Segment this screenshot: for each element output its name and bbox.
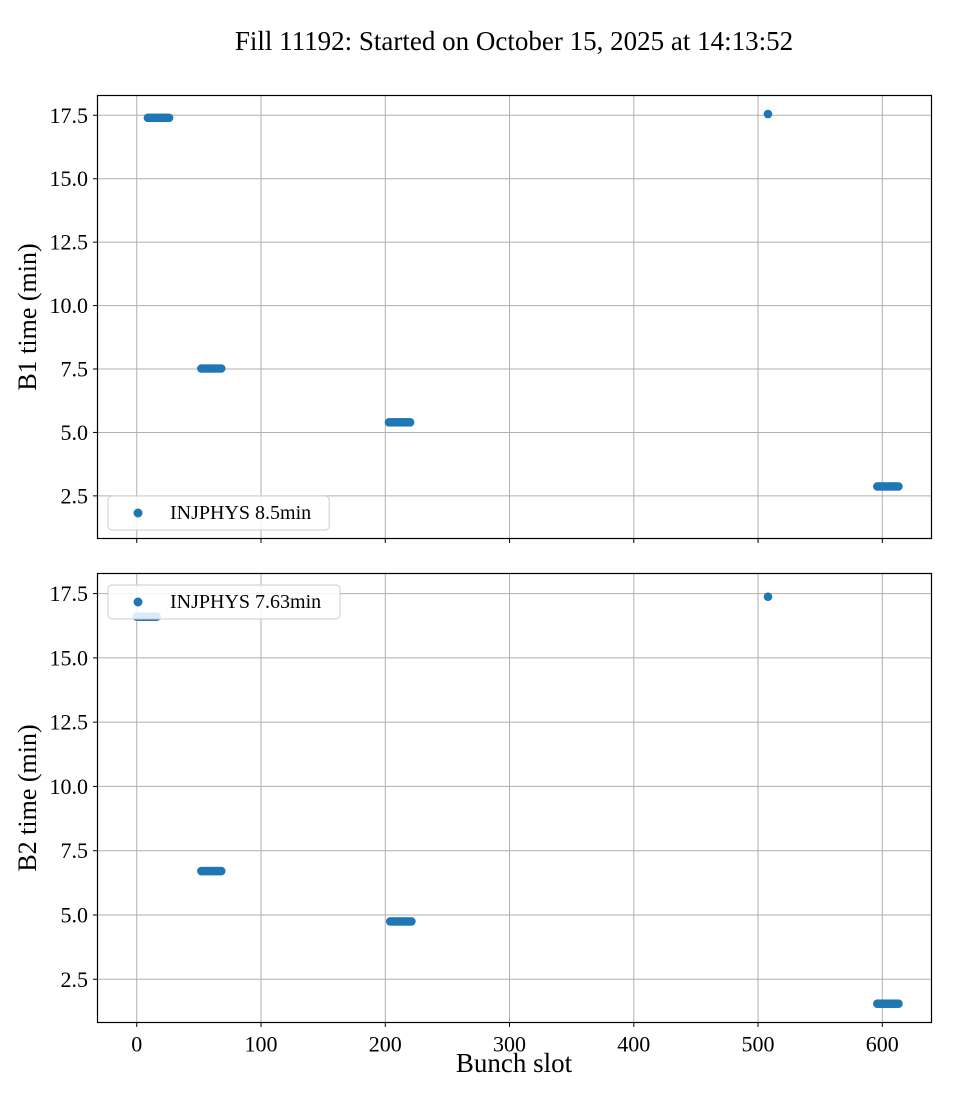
x-axis-label: Bunch slot: [455, 1048, 573, 1078]
legend-marker: [133, 508, 143, 518]
x-tick-label: 500: [742, 1032, 775, 1057]
data-point: [763, 592, 773, 601]
data-point: [164, 113, 174, 123]
x-tick-label: 600: [866, 1032, 899, 1057]
y-tick-label: 15.0: [50, 645, 89, 670]
y-axis-label-b2: B2 time (min): [13, 724, 42, 872]
legend-box: [107, 584, 341, 620]
y-axis-label-b1: B1 time (min): [13, 243, 42, 391]
data-point: [763, 109, 773, 119]
y-tick-label: 7.5: [61, 357, 89, 382]
y-tick-label: 2.5: [61, 967, 89, 992]
subplot-b1-plot-area: 2.5 5.0 7.5 10.0 12.5 15.0 17.5 INJPHYS 8.5min: [50, 94, 933, 543]
y-tick-label: 12.5: [50, 230, 89, 255]
x-tick-label: 300: [493, 1032, 526, 1057]
x-tick-label: 0: [131, 1032, 142, 1057]
plot-border: [96, 94, 933, 540]
plot-border: [96, 572, 933, 1024]
y-tick-label: 7.5: [61, 838, 89, 863]
data-point: [216, 866, 226, 876]
x-tick-label: 100: [245, 1032, 278, 1057]
data-point: [405, 417, 415, 427]
y-tick-label: 17.5: [50, 581, 89, 606]
data-point: [216, 364, 226, 373]
y-tick-label: 10.0: [50, 293, 89, 318]
legend-label: INJPHYS 7.63min: [170, 591, 321, 613]
legend-box: [107, 495, 330, 531]
legend-marker: [133, 597, 143, 607]
legend-label: INJPHYS 8.5min: [170, 502, 311, 524]
y-tick-label: 5.0: [61, 903, 89, 928]
x-tick-label: 200: [369, 1032, 402, 1057]
y-tick-label: 12.5: [50, 710, 89, 735]
data-point: [894, 482, 903, 491]
figure-title: Fill 11192: Started on October 15, 2025 …: [234, 26, 794, 56]
data-point: [894, 999, 903, 1009]
y-tick-label: 17.5: [50, 103, 89, 128]
y-tick-label: 15.0: [50, 166, 89, 191]
x-tick-label: 400: [617, 1032, 650, 1057]
y-tick-label: 10.0: [50, 774, 89, 799]
y-tick-label: 5.0: [61, 420, 89, 445]
y-tick-label: 2.5: [61, 483, 89, 508]
subplot-b2-plot-area: 0 100 200 300 400 500 600 2.5 5.0 7.5 10.0 12.5 15.0…: [50, 572, 933, 1057]
data-point: [407, 917, 416, 926]
